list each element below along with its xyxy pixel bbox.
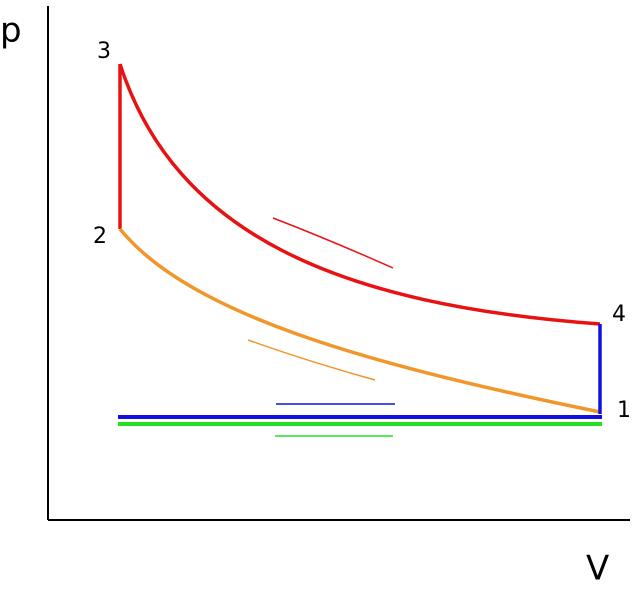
- point-label: 1: [617, 398, 631, 423]
- x-axis-label: V: [586, 549, 609, 589]
- point-label: 2: [93, 224, 107, 249]
- point-label: 3: [97, 39, 111, 64]
- expansion-curve: [118, 63, 601, 326]
- y-axis-label: p: [0, 11, 22, 51]
- compression-curve: [118, 227, 601, 414]
- compression-arrow: [247, 339, 376, 381]
- point-label: 4: [612, 302, 626, 327]
- expansion-arrow: [272, 217, 394, 269]
